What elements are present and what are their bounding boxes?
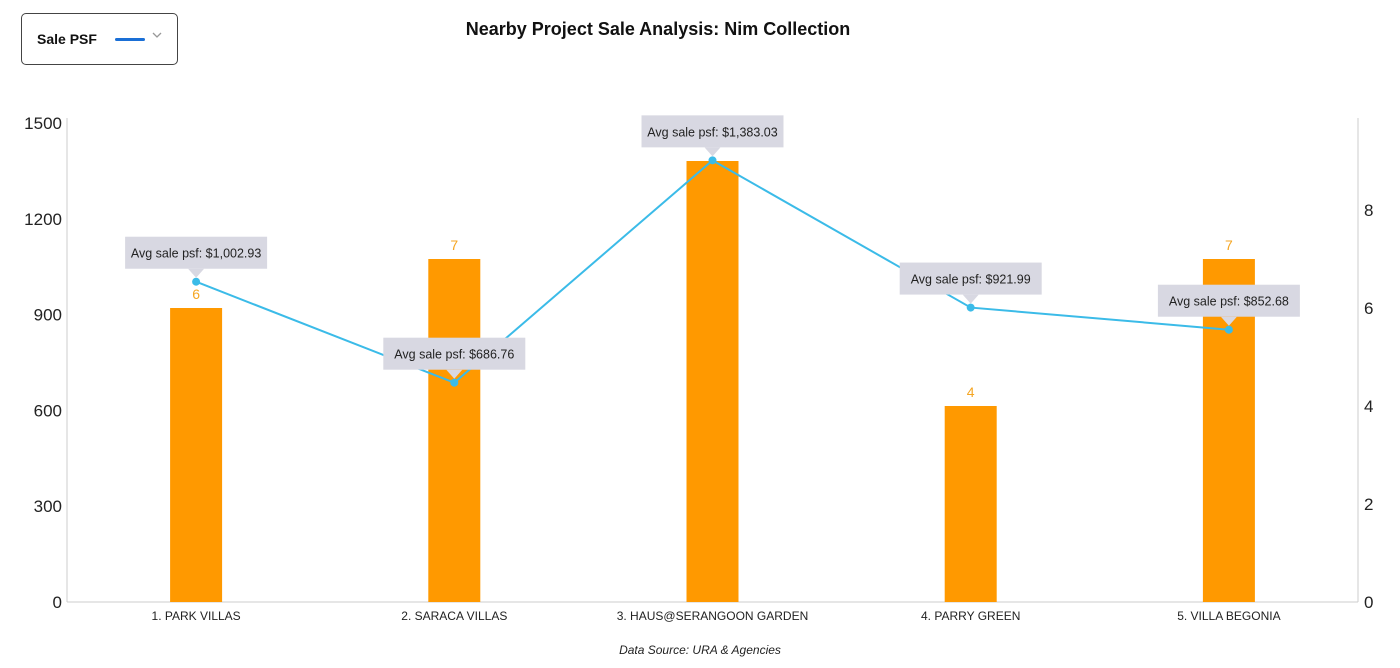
- left-axis-tick: 300: [34, 497, 62, 516]
- series-selector-dropdown[interactable]: Sale PSF: [21, 13, 178, 65]
- avg-psf-point[interactable]: [966, 303, 975, 312]
- bar-transactions[interactable]: [170, 308, 223, 602]
- avg-psf-tooltip: [1157, 284, 1300, 317]
- left-axis-tick: 1500: [24, 114, 62, 133]
- chevron-down-icon: [152, 32, 162, 38]
- left-axis-tick: 0: [53, 593, 62, 612]
- bar-value-label: 6: [192, 286, 200, 302]
- left-axis-tick: 600: [34, 401, 62, 420]
- x-axis-category-label: 4. PARRY GREEN: [921, 609, 1020, 623]
- avg-psf-tooltip-text: Avg sale psf: $686.76: [394, 348, 514, 362]
- right-axis-tick: 2: [1364, 495, 1373, 514]
- right-axis-tick: 8: [1364, 201, 1373, 220]
- tooltip-pointer: [1220, 316, 1237, 326]
- x-axis-category-label: 1. PARK VILLAS: [152, 609, 241, 623]
- chart-title: Nearby Project Sale Analysis: Nim Collec…: [465, 19, 851, 39]
- avg-psf-tooltip: [641, 115, 784, 148]
- avg-psf-tooltip-text: Avg sale psf: $921.99: [911, 273, 1031, 287]
- x-axis-category-label: 5. VILLA BEGONIA: [1177, 609, 1280, 623]
- tooltip-pointer: [962, 294, 979, 304]
- bar-transactions[interactable]: [686, 161, 739, 602]
- avg-psf-point[interactable]: [708, 156, 717, 165]
- left-axis-tick: 900: [34, 306, 62, 325]
- x-axis-category-label: 3. HAUS@SERANGOON GARDEN: [617, 609, 809, 623]
- data-source-note: Data Source: URA & Agencies: [619, 643, 781, 657]
- avg-psf-point[interactable]: [192, 277, 201, 286]
- bar-value-label: 4: [967, 384, 975, 400]
- right-axis-tick: 6: [1364, 299, 1373, 318]
- tooltip-pointer: [446, 369, 463, 379]
- right-axis-tick: 0: [1364, 593, 1373, 612]
- bar-value-label: 7: [1225, 237, 1233, 253]
- tooltip-pointer: [704, 147, 721, 157]
- series-line-swatch: [115, 38, 145, 41]
- avg-psf-tooltip-text: Avg sale psf: $1,002.93: [131, 247, 261, 261]
- avg-psf-tooltip: [125, 236, 268, 269]
- avg-psf-point[interactable]: [1224, 325, 1233, 334]
- x-axis-category-label: 2. SARACA VILLAS: [401, 609, 507, 623]
- avg-psf-tooltip: [899, 262, 1042, 295]
- avg-psf-tooltip-text: Avg sale psf: $852.68: [1169, 295, 1289, 309]
- bar-value-label: 7: [450, 237, 458, 253]
- avg-psf-tooltip-text: Avg sale psf: $1,383.03: [647, 125, 777, 139]
- tooltip-pointer: [188, 268, 205, 278]
- avg-psf-tooltip: [383, 337, 526, 370]
- left-axis-tick: 1200: [24, 210, 62, 229]
- bar-transactions[interactable]: [944, 406, 997, 602]
- series-selector-label: Sale PSF: [37, 31, 97, 47]
- right-axis-tick: 4: [1364, 397, 1373, 416]
- avg-psf-point[interactable]: [450, 378, 459, 387]
- bar-transactions[interactable]: [428, 259, 481, 602]
